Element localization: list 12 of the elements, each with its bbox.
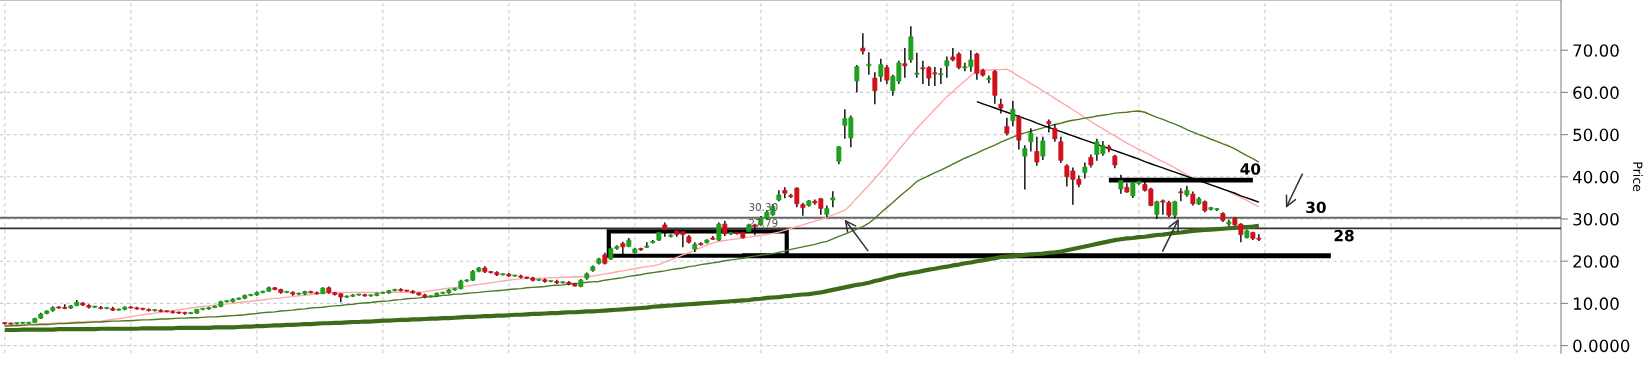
ref-line-label: 28	[1334, 229, 1354, 242]
y-tick-label: 0.0000	[1573, 339, 1630, 353]
y-axis-title: Price	[1633, 162, 1643, 192]
y-tick-label: 20.00	[1573, 255, 1619, 268]
y-tick-label: 30.00	[1573, 212, 1619, 226]
y-tick-label: 60.00	[1573, 86, 1619, 99]
y-tick-label: 40.00	[1572, 170, 1619, 184]
ref-line-label: 30	[1306, 201, 1326, 214]
annotation: 40	[1240, 163, 1261, 175]
y-tick-label: 10.00	[1573, 297, 1619, 310]
y-tick-label: 50.00	[1573, 128, 1619, 142]
y-tick-label: 70.00	[1573, 44, 1619, 57]
